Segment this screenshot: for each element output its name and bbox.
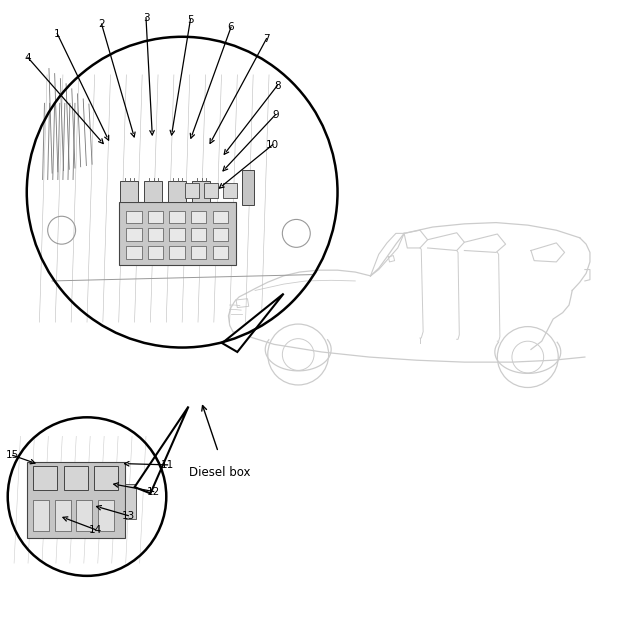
Circle shape <box>27 37 338 348</box>
Bar <box>126 246 141 259</box>
Bar <box>144 181 162 202</box>
Bar <box>33 500 49 531</box>
Text: 1: 1 <box>54 29 61 39</box>
Text: 8: 8 <box>274 80 280 91</box>
Bar <box>126 211 141 223</box>
Text: 7: 7 <box>263 34 270 43</box>
Text: Diesel box: Diesel box <box>189 466 251 479</box>
Bar <box>204 183 218 198</box>
Bar <box>192 181 210 202</box>
Polygon shape <box>134 406 189 493</box>
Text: 15: 15 <box>6 450 20 461</box>
Bar <box>98 500 113 531</box>
Text: 2: 2 <box>98 19 105 29</box>
Text: 14: 14 <box>89 524 102 535</box>
Text: 9: 9 <box>272 110 278 120</box>
Bar <box>33 466 57 490</box>
Circle shape <box>8 417 166 576</box>
Bar <box>191 228 206 241</box>
Text: 3: 3 <box>143 13 149 23</box>
FancyBboxPatch shape <box>279 276 303 288</box>
Bar <box>148 246 163 259</box>
Text: 6: 6 <box>227 22 234 33</box>
Bar <box>76 500 92 531</box>
Bar <box>191 246 206 259</box>
Bar <box>125 484 136 519</box>
Bar <box>169 228 185 241</box>
Text: 5: 5 <box>187 15 194 25</box>
Bar <box>120 181 138 202</box>
Bar <box>55 500 71 531</box>
Bar <box>213 211 228 223</box>
Text: 12: 12 <box>147 487 161 496</box>
Bar <box>126 228 141 241</box>
Bar <box>185 183 199 198</box>
Bar <box>213 228 228 241</box>
Bar <box>118 202 236 265</box>
Bar <box>169 211 185 223</box>
Bar <box>94 466 118 490</box>
Bar <box>213 246 228 259</box>
Text: 10: 10 <box>266 140 280 149</box>
Text: 13: 13 <box>122 510 135 521</box>
Polygon shape <box>222 293 283 352</box>
Bar <box>64 466 88 490</box>
Bar <box>243 170 254 205</box>
Bar <box>168 181 186 202</box>
Bar <box>148 211 163 223</box>
Bar <box>191 211 206 223</box>
Bar <box>148 228 163 241</box>
Bar <box>169 246 185 259</box>
Bar <box>27 462 125 538</box>
Bar <box>224 183 238 198</box>
FancyBboxPatch shape <box>254 280 273 290</box>
Text: 11: 11 <box>161 460 174 470</box>
Text: 4: 4 <box>25 53 31 63</box>
